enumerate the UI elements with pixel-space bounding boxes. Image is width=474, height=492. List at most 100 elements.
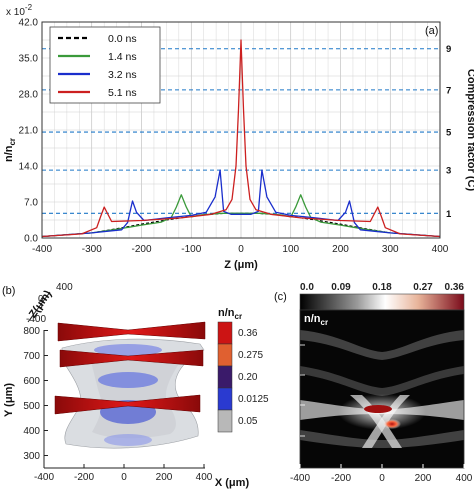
- compression-factor-label: 9: [446, 44, 451, 55]
- x-tick-labels: -400 -200 0 200 400: [290, 464, 473, 484]
- x-tick-labels: -400 -200 0 200 400: [34, 464, 213, 483]
- y-tick-label: 300: [23, 451, 40, 462]
- hot-spot: [364, 405, 392, 413]
- series-line-2: [42, 169, 440, 238]
- colorbar-swatch: [217, 321, 233, 345]
- colorbar-c: [299, 293, 465, 311]
- blue-core: [94, 344, 162, 446]
- colorbar-tick-label: 0.0: [300, 282, 314, 293]
- x-tick-label: 0: [121, 472, 127, 483]
- z-axis: Z(μm) 400 0 -400: [26, 282, 73, 325]
- density-band: [300, 330, 464, 360]
- laser-beams: [54, 321, 206, 415]
- heatmap-title: n/ncr: [304, 313, 328, 327]
- colorbar-swatch: [217, 365, 233, 389]
- compression-factor-label: 1: [446, 209, 452, 220]
- colorbar-swatch: [217, 409, 233, 433]
- panel-a-line-chart: -400 -300 -200 -100 0 100 200 300 400 0.0 7.0 14.0…: [3, 3, 474, 271]
- panel-label-b: (b): [2, 285, 15, 297]
- y-tick-label: 400: [23, 426, 40, 437]
- density-band: [300, 430, 464, 448]
- panel-b-3d-render: (b) Z(μm) 400 0 -400 300400500600700800 …: [2, 282, 269, 489]
- core-blob: [98, 372, 158, 388]
- z-tick-label: 400: [56, 282, 73, 293]
- x-tick-label: 400: [456, 473, 473, 484]
- y-tick-label: 600: [23, 376, 40, 387]
- z-tick-label: 0: [38, 294, 44, 305]
- x-tick-label: -200: [331, 473, 351, 484]
- colorbar-label: 0.20: [238, 372, 258, 383]
- y-ticks: [300, 344, 305, 437]
- compression-factor-label: 5: [446, 128, 452, 139]
- laser-beam-top: [57, 321, 206, 342]
- colorbar-swatch: [217, 343, 233, 367]
- series-line-3: [42, 39, 440, 238]
- x-tick-label: 400: [432, 244, 449, 255]
- x-tick-label: -200: [131, 244, 151, 255]
- y-tick-label: 42.0: [19, 18, 39, 29]
- y-axis-label: n/ncr: [3, 138, 17, 162]
- heatmap-field: [300, 310, 464, 468]
- x-tick-label: 400: [196, 472, 213, 483]
- x-tick-label: -400: [290, 473, 310, 484]
- legend: 0.0 ns 1.4 ns 3.2 ns 5.1 ns: [49, 26, 161, 104]
- panel-label-c: (c): [274, 291, 287, 303]
- colorbar-title: n/ncr: [218, 307, 242, 321]
- compression-factor-label: 3: [446, 166, 451, 177]
- y-multiplier: x 10-2: [6, 3, 33, 18]
- legend-label: 0.0 ns: [108, 33, 137, 45]
- legend-label: 3.2 ns: [108, 69, 137, 81]
- y-tick-label: 35.0: [19, 54, 39, 65]
- hot-spot: [383, 419, 401, 429]
- legend-label: 1.4 ns: [108, 51, 137, 63]
- colorbar-label: 0.36: [238, 328, 258, 339]
- x-tick-label: -100: [181, 244, 201, 255]
- y-tick-labels: 0.0 7.0 14.0 21.0 28.0 35.0 42.0: [19, 18, 39, 245]
- x-tick-label: 200: [415, 473, 432, 484]
- laser-beam-middle: [59, 349, 204, 368]
- compression-factor-labels: 1 3 5 7 9: [446, 44, 452, 220]
- compression-factor-label: 7: [446, 85, 451, 96]
- y-tick-label: 800: [23, 326, 40, 337]
- x-tick-label: 200: [156, 472, 173, 483]
- legend-box: [49, 26, 161, 104]
- y-tick-label: 0.0: [24, 234, 38, 245]
- colorbar-label: 0.05: [238, 416, 258, 427]
- colorbar-b: n/ncr 0.36 0.275 0.20 0.0125 0.05: [217, 307, 269, 433]
- x-tick-label: -400: [32, 244, 52, 255]
- x-tick-labels: -400 -300 -200 -100 0 100 200 300 400: [32, 244, 449, 255]
- colorbar-tick-label: 0.36: [445, 282, 465, 293]
- x-tick-label: -400: [34, 472, 54, 483]
- panel-c-heatmap: (c) 0.0 0.09 0.18 0.27 0.36 -400 -200 0 200 400 …: [274, 282, 473, 484]
- x-tick-label: -300: [82, 244, 102, 255]
- x-tick-label: 200: [332, 244, 349, 255]
- colorbar-swatch: [217, 387, 233, 411]
- x-tick-label: 100: [282, 244, 299, 255]
- colorbar-tick-label: 0.09: [331, 282, 351, 293]
- y-tick-label: 700: [23, 351, 40, 362]
- x-tick-label: -200: [74, 472, 94, 483]
- core-blob: [104, 434, 152, 446]
- y-tick-label: 500: [23, 401, 40, 412]
- density-band: [300, 366, 464, 396]
- laser-beam-bottom: [54, 394, 201, 415]
- y-tick-label: 21.0: [19, 126, 39, 137]
- x-tick-label: 0: [238, 244, 244, 255]
- z-tick-label: -400: [26, 314, 46, 325]
- x-tick-label: 300: [382, 244, 399, 255]
- heatmap-bg: [300, 310, 464, 468]
- y2-axis-label: Compression factor (C): [465, 69, 474, 192]
- y-axis-label: Y (μm): [3, 383, 15, 417]
- panel-label-a: (a): [425, 25, 438, 37]
- series-line-1: [42, 194, 440, 238]
- colorbar-label: 0.0125: [238, 394, 269, 405]
- legend-label: 5.1 ns: [108, 87, 137, 99]
- plot-frame: [41, 21, 441, 239]
- colorbar-tick-labels: 0.0 0.09 0.18 0.27 0.36: [300, 282, 464, 293]
- colorbar-tick-label: 0.27: [413, 282, 433, 293]
- x-axis-label: X (μm): [215, 477, 250, 489]
- y-tick-label: 28.0: [19, 90, 39, 101]
- core-blob: [94, 344, 162, 356]
- series-lines: [42, 39, 440, 238]
